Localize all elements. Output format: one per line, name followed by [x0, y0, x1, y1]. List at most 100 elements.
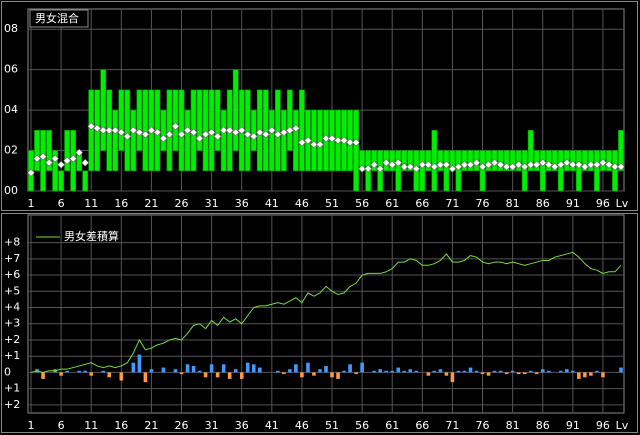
difference-bar [191, 365, 196, 373]
average-marker [562, 158, 571, 167]
average-marker [496, 160, 505, 169]
difference-bar [372, 370, 376, 373]
x-tick-label: 81 [506, 419, 520, 432]
range-bar [317, 109, 323, 172]
difference-bar [65, 370, 69, 373]
x-tick-label: 91 [566, 419, 580, 432]
average-marker [81, 158, 90, 167]
range-bar [214, 89, 221, 151]
difference-bar [209, 364, 214, 373]
difference-bar [276, 370, 280, 373]
range-bar [160, 109, 167, 151]
range-bar [287, 89, 293, 151]
difference-bar [486, 372, 491, 376]
average-marker [171, 122, 180, 131]
range-bar [594, 150, 600, 192]
range-bar [142, 89, 149, 172]
x-tick-label: 31 [205, 419, 219, 432]
range-bar [274, 89, 281, 172]
average-marker [75, 148, 84, 157]
difference-bar [546, 370, 551, 373]
panel-frame [1, 213, 638, 433]
range-bar [130, 109, 137, 172]
x-axis-label: Lv [616, 197, 629, 210]
average-marker [544, 160, 553, 169]
average-marker [183, 126, 192, 135]
x-tick-label: 61 [385, 419, 399, 432]
difference-bar [534, 372, 539, 375]
x-tick-label: 16 [114, 197, 128, 210]
difference-bar [251, 364, 256, 373]
range-bar [100, 69, 107, 151]
x-tick-label: 26 [175, 197, 189, 210]
average-marker [304, 136, 312, 145]
average-marker [225, 126, 234, 135]
difference-bar [173, 369, 178, 373]
difference-bar [504, 372, 509, 375]
average-marker [526, 160, 535, 169]
average-marker [484, 160, 493, 169]
x-tick-label: 86 [536, 419, 550, 432]
range-bar [425, 150, 432, 172]
y-tick-label: 06 [4, 63, 18, 76]
difference-bar [300, 372, 304, 378]
x-tick-label: 36 [235, 419, 249, 432]
range-bar [88, 89, 95, 172]
average-marker [117, 128, 126, 137]
difference-bar [197, 370, 202, 373]
average-marker [147, 126, 156, 135]
difference-bar [324, 365, 328, 373]
average-marker [267, 126, 276, 135]
range-bar [503, 150, 510, 172]
y-tick-label: 02 [4, 144, 18, 157]
difference-bar [577, 372, 581, 379]
range-bar [196, 89, 203, 151]
average-marker [153, 128, 162, 137]
x-tick-label: 46 [295, 419, 309, 432]
x-axis-label: Lv [616, 419, 629, 432]
difference-bar [396, 367, 401, 373]
average-marker [352, 138, 361, 147]
difference-bar [245, 362, 250, 373]
y-tick-label: +2 [4, 333, 20, 346]
average-marker [400, 162, 409, 171]
legend-box [29, 9, 89, 28]
average-marker [159, 134, 168, 143]
difference-bar [185, 364, 190, 373]
range-bar [515, 150, 522, 172]
range-bar [461, 150, 468, 172]
range-bar [371, 150, 378, 172]
difference-bar [571, 370, 575, 373]
average-marker [99, 126, 108, 135]
difference-bar [565, 369, 569, 373]
difference-bar [89, 372, 94, 376]
x-tick-label: 46 [295, 197, 309, 210]
range-bar [293, 109, 299, 172]
y-tick-label: +5 [4, 284, 20, 297]
difference-bar [342, 370, 346, 373]
difference-bar [354, 372, 358, 375]
x-tick-label: 26 [175, 419, 189, 432]
range-bar [250, 109, 257, 151]
difference-bar [468, 367, 473, 373]
difference-bar [480, 372, 485, 375]
range-bar [232, 69, 239, 151]
average-marker [611, 162, 619, 171]
range-bar [262, 89, 269, 172]
legend-label: 男女混合 [35, 11, 79, 25]
x-tick-label: 51 [325, 197, 339, 210]
x-tick-label: 51 [325, 419, 339, 432]
difference-bar [161, 367, 166, 373]
y-tick-label: +1 [4, 382, 20, 395]
range-bar [112, 109, 119, 172]
difference-bar [601, 372, 605, 378]
average-marker [388, 160, 397, 169]
difference-bar [137, 354, 142, 373]
range-bar [431, 130, 438, 192]
x-tick-label: 11 [84, 419, 98, 432]
average-marker [466, 160, 475, 169]
average-marker [358, 164, 367, 173]
difference-bar [408, 369, 413, 373]
x-tick-label: 66 [415, 197, 429, 210]
